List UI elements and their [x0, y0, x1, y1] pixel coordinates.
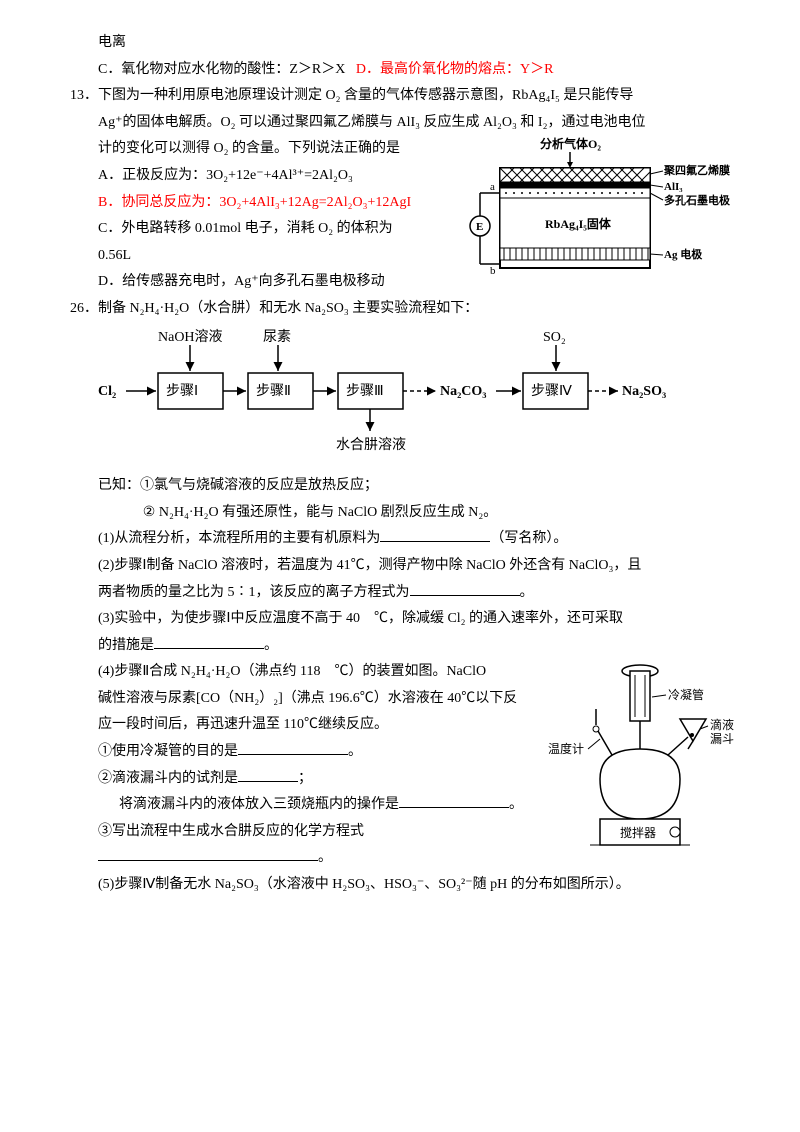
flow-box1: 步骤Ⅰ [166, 383, 198, 399]
q26-p2a: (2)步骤Ⅰ制备 NaClO 溶液时，若温度为 41℃，测得产物中除 NaClO… [98, 553, 740, 580]
q26-known1: 已知：①氯气与烧碱溶液的反应是放热反应； [98, 473, 740, 500]
q13-stem2: Ag⁺的固体电解质。O₂ 可以通过聚四氟乙烯膜与 AlI₃ 反应生成 Al₂O₃… [98, 110, 740, 137]
apparatus-diagram: 冷凝管 温度计 滴液 漏斗 搅拌器 [540, 659, 740, 869]
flow-midout: Na₂CO₃ [440, 384, 487, 399]
flow-box2: 步骤Ⅱ [256, 383, 291, 399]
app-l1: 冷凝管 [668, 687, 704, 702]
blank-4[interactable] [238, 740, 348, 755]
diag-top-label: 分析气体O₂ [540, 136, 601, 151]
flow-rightout: Na₂SO₃ [622, 384, 666, 399]
q26-p4-2d: 。 [509, 797, 523, 812]
flow-left: Cl₂ [98, 384, 116, 399]
flow-bottomout: 水合肼溶液 [336, 437, 406, 453]
diag-r3: 多孔石墨电极 [664, 193, 731, 207]
sensor-diagram: 分析气体O₂ RbAg₄I₅固体 [450, 136, 740, 276]
blank-6[interactable] [399, 793, 509, 808]
q26-num: 26． [70, 296, 98, 323]
q26-p2c: 。 [520, 585, 534, 600]
q26: 26． 制备 N₂H₄·H₂O（水合肼）和无水 Na₂SO₃ 主要实验流程如下：… [70, 296, 740, 899]
blank-7[interactable] [98, 846, 318, 861]
diag-center: RbAg₄I₅固体 [545, 216, 612, 231]
q13-body: 下图为一种利用原电池原理设计测定 O₂ 含量的气体传感器示意图，RbAg₄I₅ … [98, 83, 740, 296]
meter-label: E [476, 221, 483, 233]
q26-p2-line2: 两者物质的量之比为 5∶1，该反应的离子方程式为 。 [98, 580, 740, 607]
q26-p4-1a: ①使用冷凝管的目的是 [98, 744, 238, 759]
q26-stem: 制备 N₂H₄·H₂O（水合肼）和无水 Na₂SO₃ 主要实验流程如下： [98, 296, 740, 323]
q26-p2b: 两者物质的量之比为 5∶1，该反应的离子方程式为 [98, 585, 410, 600]
flow-box4: 步骤Ⅳ [531, 383, 572, 399]
q26-p3b: 的措施是 [98, 638, 154, 653]
q12-options-cd: C．氧化物对应水化物的酸性：Z＞R＞X D．最高价氧化物的熔点：Y＞R [70, 57, 740, 84]
blank-5[interactable] [238, 767, 298, 782]
q26-p3c: 。 [264, 638, 278, 653]
q26-p1b: （写名称）。 [490, 531, 567, 546]
q26-p4-1b: 。 [348, 744, 362, 759]
q12-continuation: 电离 C．氧化物对应水化物的酸性：Z＞R＞X D．最高价氧化物的熔点：Y＞R [70, 30, 740, 83]
q26-body: 制备 N₂H₄·H₂O（水合肼）和无水 Na₂SO₃ 主要实验流程如下： NaO… [98, 296, 740, 899]
q26-p4-2b: ； [298, 771, 312, 786]
q26-p1: (1)从流程分析，本流程所用的主要有机原料为 （写名称）。 [98, 526, 740, 553]
flow-in3: SO₂ [543, 330, 566, 345]
q26-p1a: (1)从流程分析，本流程所用的主要有机原料为 [98, 531, 380, 546]
q26-known2: ② N₂H₄·H₂O 有强还原性，能与 NaClO 剧烈反应生成 N₂。 [98, 500, 740, 527]
diag-r4: Ag 电极 [664, 247, 703, 261]
q12-line1: 电离 [70, 30, 740, 57]
q13: 13． 下图为一种利用原电池原理设计测定 O₂ 含量的气体传感器示意图，RbAg… [70, 83, 740, 296]
q12-optC: C．氧化物对应水化物的酸性：Z＞R＞X [98, 62, 345, 77]
q12-optD: D．最高价氧化物的熔点：Y＞R [356, 62, 554, 77]
diag-r1: 聚四氟乙烯膜 [663, 163, 730, 177]
app-l2: 温度计 [548, 741, 584, 756]
flow-in2: 尿素 [263, 329, 291, 345]
q26-p4-3b: 。 [318, 850, 332, 865]
diag-r2: AlI₃ [664, 181, 683, 193]
q13-num: 13． [70, 83, 98, 110]
flow-in1: NaOH溶液 [158, 329, 223, 345]
q26-p4-2c: 将滴液漏斗内的液体放入三颈烧瓶内的操作是 [119, 797, 399, 812]
q26-p4-2a: ②滴液漏斗内的试剂是 [98, 771, 238, 786]
diag-a: a [490, 181, 495, 193]
q13-stem1: 下图为一种利用原电池原理设计测定 O₂ 含量的气体传感器示意图，RbAg₄I₅ … [98, 83, 740, 110]
flow-box3: 步骤Ⅲ [346, 383, 384, 399]
blank-1[interactable] [380, 527, 490, 542]
q26-p5: (5)步骤Ⅳ制备无水 Na₂SO₃（水溶液中 H₂SO₃、HSO₃⁻、SO₃²⁻… [98, 872, 740, 899]
app-l3: 滴液 [710, 717, 734, 732]
diag-b: b [490, 265, 496, 276]
flowchart: NaOH溶液 尿素 SO₂ Cl₂ 步骤Ⅰ 步骤Ⅱ 步骤Ⅲ Na₂CO₃ 步骤Ⅳ [98, 323, 698, 463]
app-l5: 搅拌器 [620, 825, 656, 840]
blank-3[interactable] [154, 634, 264, 649]
q26-p3-line2: 的措施是 。 [98, 633, 740, 660]
q26-p3a: (3)实验中，为使步骤Ⅰ中反应温度不高于 40 ℃，除减缓 Cl₂ 的通入速率外… [98, 606, 740, 633]
q26-p4-3a: ③写出流程中生成水合肼反应的化学方程式 [98, 824, 364, 839]
app-l4: 漏斗 [710, 732, 734, 746]
blank-2[interactable] [410, 581, 520, 596]
